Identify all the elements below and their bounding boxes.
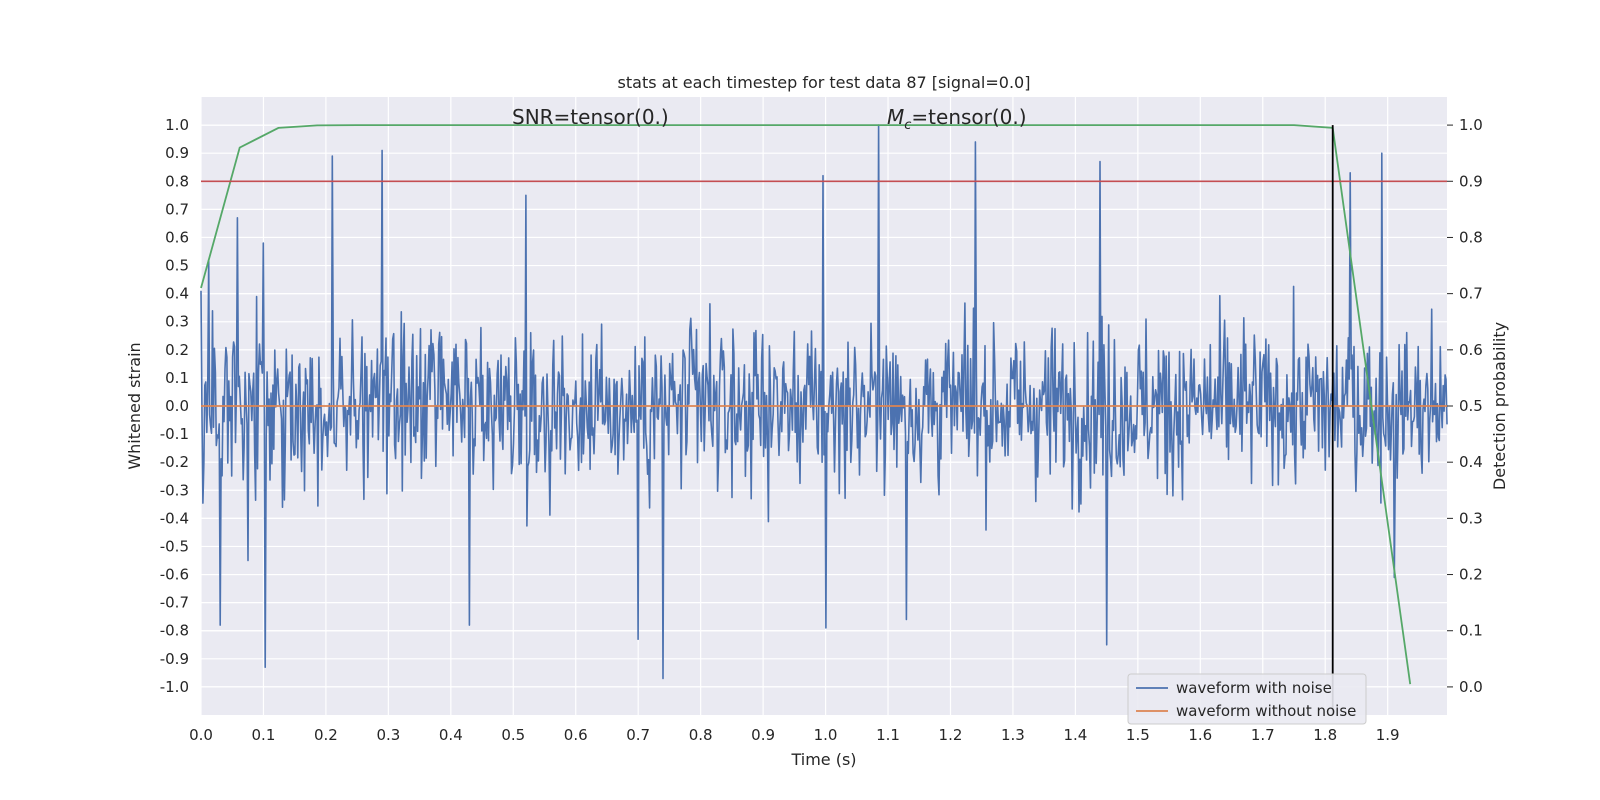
x-tick-label: 1.7: [1251, 726, 1275, 744]
y-tick-label: 0.5: [165, 257, 189, 275]
y2-tick-label: 0.4: [1459, 453, 1483, 471]
legend: waveform with noise waveform without noi…: [1127, 673, 1367, 725]
y-tick-label: 0.8: [165, 172, 189, 190]
y-tick-label: 0.3: [165, 313, 189, 331]
x-tick-label: 1.2: [939, 726, 963, 744]
x-tick-label: 0.6: [564, 726, 588, 744]
line-waveform-with-noise: [200, 124, 1448, 680]
y-tick-label: -0.8: [160, 622, 189, 640]
x-tick-label: 1.8: [1313, 726, 1337, 744]
x-tick-label: 0.2: [314, 726, 338, 744]
y2-tick-label: 1.0: [1459, 116, 1483, 134]
y2-tick-label: 0.5: [1459, 397, 1483, 415]
chart-title: stats at each timestep for test data 87 …: [618, 73, 1031, 92]
y-tick-label: 0.2: [165, 341, 189, 359]
y-tick-label: 0.1: [165, 369, 189, 387]
x-tick-label: 1.4: [1063, 726, 1087, 744]
y-tick-label: -0.7: [160, 594, 189, 612]
x-axis-label: Time (s): [790, 750, 856, 769]
x-tick-label: 0.3: [376, 726, 400, 744]
y-tick-label: -1.0: [160, 678, 189, 696]
y2-tick-label: 0.7: [1459, 285, 1483, 303]
x-tick-label: 1.0: [814, 726, 838, 744]
y-tick-label: -0.5: [160, 537, 189, 555]
y-tick-label: -0.6: [160, 566, 189, 584]
x-tick-label: 1.3: [1001, 726, 1025, 744]
mc-value: =tensor(0.): [911, 105, 1026, 129]
y2-tick-label: 0.9: [1459, 172, 1483, 190]
y2-tick-label: 0.6: [1459, 341, 1483, 359]
y-tick-label: 0.6: [165, 228, 189, 246]
y2-axis-label: Detection probability: [1490, 322, 1509, 490]
legend-label-clean: waveform without noise: [1176, 702, 1356, 720]
y-tick-label: -0.1: [160, 425, 189, 443]
x-tick-label: 1.9: [1376, 726, 1400, 744]
x-tick-label: 0.5: [501, 726, 525, 744]
y-tick-label: -0.2: [160, 453, 189, 471]
y2-tick-label: 0.2: [1459, 566, 1483, 584]
legend-box: [1127, 673, 1367, 725]
snr-annotation: SNR=tensor(0.): [512, 105, 669, 129]
legend-label-noisy: waveform with noise: [1176, 679, 1332, 697]
y-tick-label: -0.3: [160, 481, 189, 499]
y-tick-label: 0.7: [165, 200, 189, 218]
y-tick-label: 1.0: [165, 116, 189, 134]
y-axis-label: Whitened strain: [125, 342, 144, 469]
x-tick-label: 1.1: [876, 726, 900, 744]
x-tick-label: 0.8: [689, 726, 713, 744]
x-tick-label: 1.6: [1188, 726, 1212, 744]
y-tick-label: 0.0: [165, 397, 189, 415]
y2-tick-label: 0.8: [1459, 228, 1483, 246]
x-tick-label: 0.0: [189, 726, 213, 744]
series-waveform-with-noise: [200, 124, 1448, 680]
x-tick-label: 0.4: [439, 726, 463, 744]
y2-tick-label: 0.0: [1459, 678, 1483, 696]
y2-tick-label: 0.1: [1459, 622, 1483, 640]
mc-subscript: c: [904, 118, 911, 133]
y2-tick-label: 0.3: [1459, 509, 1483, 527]
ticks: 0.0 0.1 0.2 0.3 0.4 0.5 0.6 0.7 0.8 0.9 1.0 1.1 1.2 1…: [160, 116, 1483, 744]
x-tick-label: 1.5: [1126, 726, 1150, 744]
series-detection-probability: [200, 124, 1412, 685]
y-tick-label: -0.9: [160, 650, 189, 668]
chirp-mass-annotation: Mc=tensor(0.): [887, 105, 1027, 133]
y-tick-label: 0.4: [165, 285, 189, 303]
x-tick-label: 0.7: [626, 726, 650, 744]
mc-symbol: M: [887, 105, 904, 129]
y-tick-label: -0.4: [160, 509, 189, 527]
line-detection-probability: [200, 124, 1412, 685]
x-tick-label: 0.1: [252, 726, 276, 744]
x-tick-label: 0.9: [751, 726, 775, 744]
y-tick-label: 0.9: [165, 144, 189, 162]
